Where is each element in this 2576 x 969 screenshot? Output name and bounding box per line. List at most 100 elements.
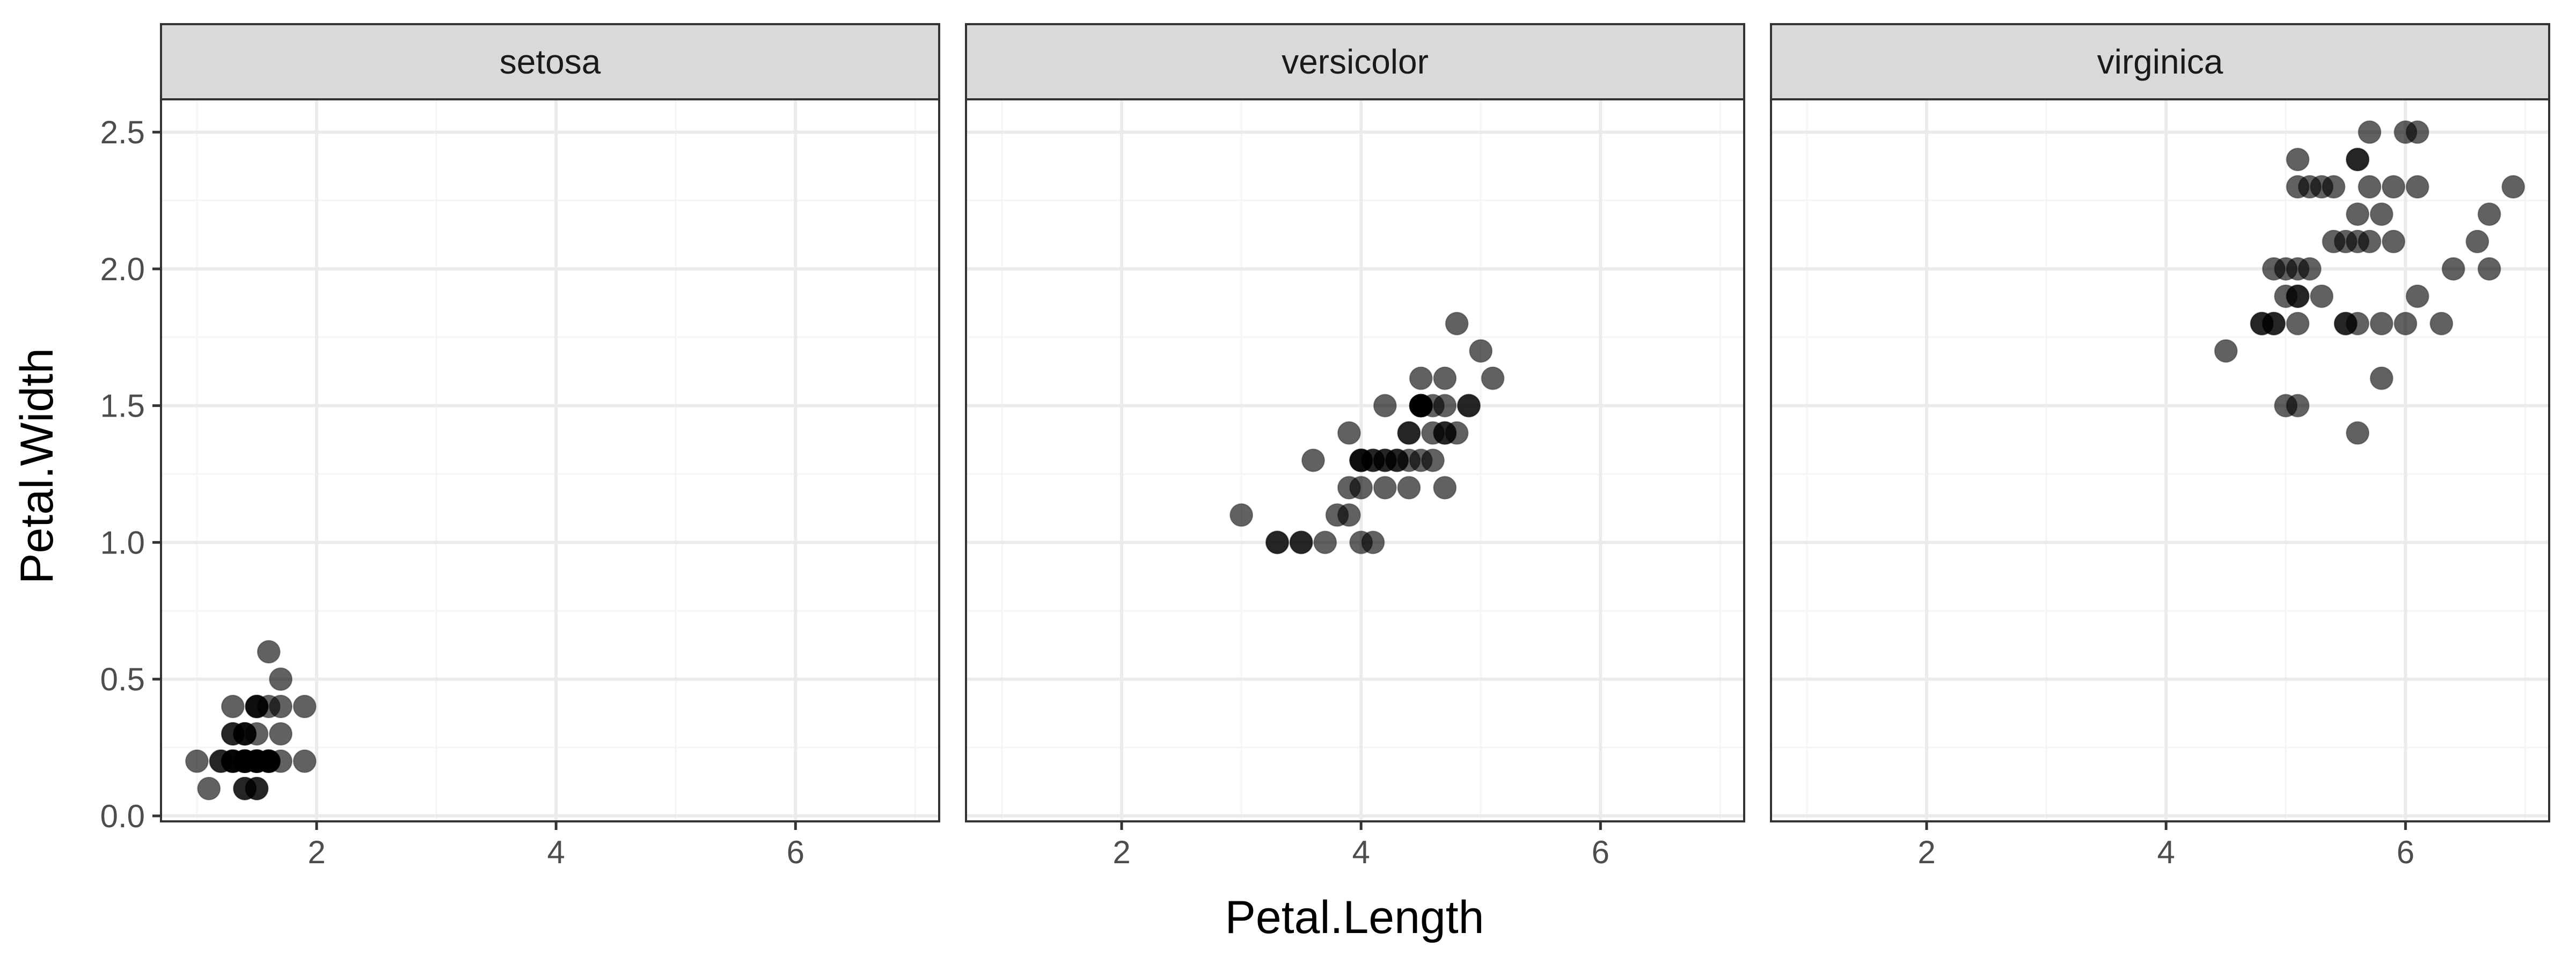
facet-strip-label: setosa — [500, 42, 601, 81]
data-point — [197, 776, 221, 800]
data-point — [1385, 448, 1409, 472]
x-axis-title: Petal.Length — [1225, 892, 1484, 943]
x-tick-label: 2 — [1918, 834, 1935, 870]
data-point — [1433, 476, 1457, 500]
data-point — [2250, 311, 2274, 336]
data-point — [1445, 311, 1469, 336]
data-point — [2477, 202, 2501, 226]
facet-panel-virginica: virginica 2 4 6 — [1770, 23, 2550, 870]
data-point — [2262, 257, 2286, 281]
data-point — [1481, 366, 1505, 390]
data-point — [1397, 476, 1421, 500]
y-tick-label: 0.0 — [100, 798, 145, 834]
data-point — [1361, 448, 1385, 472]
facet-strip — [160, 23, 940, 100]
y-axis-title: Petal.Width — [11, 348, 63, 584]
data-point — [2286, 148, 2310, 172]
data-point — [2358, 175, 2382, 199]
x-tick-label: 6 — [2397, 834, 2414, 870]
data-point — [1409, 394, 1433, 418]
data-point — [185, 749, 209, 773]
facet-strip-label: virginica — [2097, 42, 2223, 81]
panel-background — [161, 99, 939, 821]
data-point — [1469, 339, 1493, 363]
data-point — [2333, 311, 2358, 336]
data-point — [233, 776, 257, 800]
data-point — [1421, 421, 1445, 445]
data-point — [1361, 530, 1385, 555]
data-point — [2477, 257, 2501, 281]
data-point — [2297, 257, 2322, 281]
data-point — [2310, 284, 2334, 308]
data-point — [2465, 229, 2490, 253]
x-tick-label: 4 — [547, 834, 565, 870]
x-tick-label: 6 — [787, 834, 804, 870]
data-point — [1325, 503, 1349, 527]
data-point — [233, 722, 257, 746]
data-point — [1265, 530, 1289, 555]
facet-strip — [1770, 23, 2550, 100]
data-point — [2405, 284, 2429, 308]
y-tick-label: 1.0 — [100, 524, 145, 560]
data-point — [2382, 175, 2405, 199]
data-point — [1301, 448, 1325, 472]
data-point — [233, 749, 257, 773]
data-point — [257, 640, 281, 664]
y-tick-label: 2.5 — [100, 114, 145, 150]
data-point — [292, 749, 317, 773]
data-point — [2369, 202, 2394, 226]
data-point — [2405, 175, 2429, 199]
x-tick-label: 4 — [1352, 834, 1370, 870]
facet-strip — [965, 23, 1745, 100]
panel-background — [1771, 99, 2549, 821]
data-point — [1373, 394, 1397, 418]
x-tick-label: 2 — [308, 834, 325, 870]
data-point — [2322, 229, 2346, 253]
data-point — [1433, 394, 1457, 418]
data-point — [2297, 175, 2322, 199]
data-point — [1409, 366, 1433, 390]
data-point — [2286, 311, 2310, 336]
data-point — [2346, 202, 2370, 226]
x-tick-label: 2 — [1113, 834, 1130, 870]
data-point — [2441, 257, 2465, 281]
data-point — [2394, 311, 2418, 336]
data-point — [1337, 421, 1361, 445]
y-tick-label: 2.0 — [100, 251, 145, 287]
data-point — [2501, 175, 2526, 199]
data-point — [1373, 476, 1397, 500]
data-point — [292, 695, 317, 719]
data-point — [269, 667, 293, 691]
data-point — [2286, 394, 2310, 418]
data-point — [2346, 148, 2370, 172]
data-point — [221, 695, 245, 719]
facet-panel-setosa: setosa 2 4 6 0.0 0.5 1.0 1.5 2.0 2.5 — [100, 23, 940, 870]
data-point — [1313, 530, 1337, 555]
data-point — [2405, 120, 2429, 144]
data-point — [2358, 120, 2382, 144]
data-point — [1289, 530, 1313, 555]
data-point — [1433, 366, 1457, 390]
facet-strip-label: versicolor — [1282, 42, 1429, 81]
data-point — [2369, 366, 2394, 390]
data-point — [2369, 311, 2394, 336]
data-point — [1457, 394, 1481, 418]
data-point — [1421, 448, 1445, 472]
y-tick-label: 1.5 — [100, 388, 145, 424]
data-point — [2274, 284, 2298, 308]
data-point — [245, 695, 269, 719]
data-point — [1397, 421, 1421, 445]
data-point — [2382, 229, 2405, 253]
data-point — [2214, 339, 2238, 363]
data-point — [1349, 476, 1373, 500]
facet-panel-versicolor: versicolor 2 4 6 — [965, 23, 1745, 870]
data-point — [2346, 421, 2370, 445]
x-tick-label: 6 — [1592, 834, 1609, 870]
data-point — [1445, 421, 1469, 445]
data-point — [2322, 175, 2346, 199]
x-tick-label: 4 — [2157, 834, 2175, 870]
data-point — [1230, 503, 1254, 527]
data-point — [2429, 311, 2454, 336]
